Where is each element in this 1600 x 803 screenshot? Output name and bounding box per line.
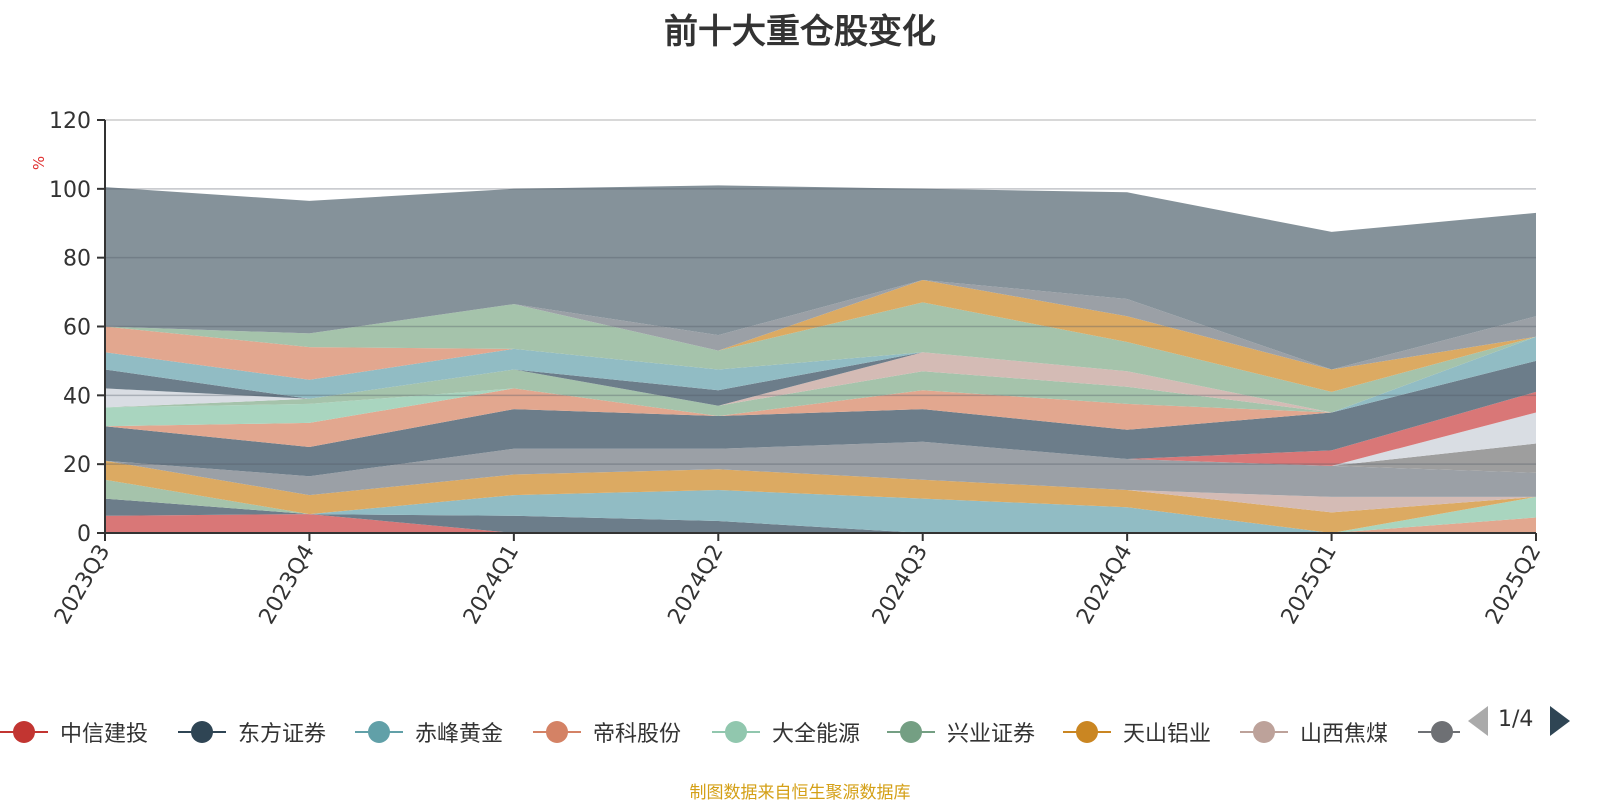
legend-next-page-button[interactable] — [1550, 706, 1570, 736]
x-tick-label: 2023Q3 — [50, 541, 115, 629]
area-series-3 — [105, 490, 1536, 533]
area-series-17 — [105, 352, 1536, 413]
source-footnote: 制图数据来自恒生聚源数据库 — [689, 783, 911, 803]
y-axis-ticks: 0 20 40 60 80 100 120 — [49, 109, 91, 547]
legend-item[interactable]: 中信建投 — [0, 715, 148, 749]
legend-marker-icon — [887, 720, 935, 744]
area-series-14 — [105, 360, 1536, 447]
y-tick-label: 60 — [63, 316, 91, 341]
legend: 中信建投 东方证券 赤峰黄金 帝科股份 大全能源 兴业证券 天山铝业 山西焦煤 — [0, 715, 1460, 749]
area-series-22 — [105, 302, 1536, 413]
legend-item[interactable]: 东方证券 — [178, 715, 326, 749]
y-tick-label: 40 — [63, 384, 91, 409]
legend-page-indicator: 1/4 — [1498, 707, 1534, 732]
x-tick-label: 2024Q3 — [868, 541, 933, 629]
legend-marker-icon — [1240, 720, 1288, 744]
x-tick-label: 2025Q1 — [1277, 541, 1342, 629]
legend-marker-icon — [355, 720, 403, 744]
x-tick-label: 2024Q4 — [1072, 541, 1137, 629]
legend-item[interactable]: 帝科股份 — [533, 715, 681, 749]
legend-label: 兴业证券 — [947, 722, 1036, 747]
chart-title: 前十大重仓股变化 — [664, 12, 936, 52]
area-series-15 — [105, 360, 1536, 427]
y-axis-unit: % — [30, 156, 48, 170]
area-series-2 — [105, 498, 1536, 533]
area-series-group — [105, 185, 1536, 533]
x-tick-label: 2023Q4 — [255, 541, 320, 629]
legend-item[interactable]: 赤峰黄金 — [355, 715, 503, 749]
y-tick-label: 80 — [63, 247, 91, 272]
legend-label: 大全能源 — [772, 722, 861, 747]
legend-marker-icon — [1063, 720, 1111, 744]
area-series-7 — [105, 460, 1536, 533]
legend-label: 天山铝业 — [1123, 722, 1212, 747]
x-tick-label: 2024Q1 — [459, 541, 524, 629]
axes — [97, 119, 1537, 541]
y-tick-label: 100 — [49, 178, 91, 203]
x-axis-ticks: 2023Q3 2023Q4 2024Q1 2024Q2 2024Q3 2024Q4 2025… — [50, 541, 1546, 629]
y-tick-label: 120 — [49, 109, 91, 134]
legend-prev-page-button[interactable] — [1468, 706, 1488, 736]
gridlines — [105, 119, 1536, 465]
legend-label: 东方证券 — [238, 722, 327, 747]
legend-label: 中信建投 — [60, 722, 149, 747]
area-series-20 — [105, 336, 1536, 413]
x-tick-label: 2024Q2 — [663, 541, 728, 629]
y-tick-label: 20 — [63, 453, 91, 478]
legend-label: 帝科股份 — [593, 722, 682, 747]
legend-item[interactable]: 山西焦煤 — [1240, 715, 1388, 749]
legend-marker-icon — [1418, 720, 1460, 744]
legend-marker-icon — [0, 720, 48, 744]
legend-item[interactable]: 大全能源 — [712, 715, 860, 749]
legend-marker-icon — [533, 720, 581, 744]
legend-marker-icon — [178, 720, 226, 744]
area-series-8 — [105, 460, 1536, 513]
area-series-9 — [105, 441, 1536, 497]
legend-pager: 1/4 — [1468, 704, 1600, 738]
x-tick-label: 2025Q2 — [1481, 541, 1546, 629]
area-series-13 — [105, 360, 1536, 477]
legend-item[interactable] — [1418, 715, 1460, 749]
area-series-4 — [105, 490, 1536, 533]
legend-marker-icon — [712, 720, 760, 744]
legend-item[interactable]: 兴业证券 — [887, 715, 1035, 749]
legend-item[interactable]: 天山铝业 — [1063, 715, 1211, 749]
y-tick-label: 0 — [77, 522, 91, 547]
area-series-25 — [105, 185, 1536, 370]
legend-label: 赤峰黄金 — [415, 722, 504, 747]
legend-label: 山西焦煤 — [1300, 722, 1389, 747]
area-series-1 — [105, 514, 1536, 533]
